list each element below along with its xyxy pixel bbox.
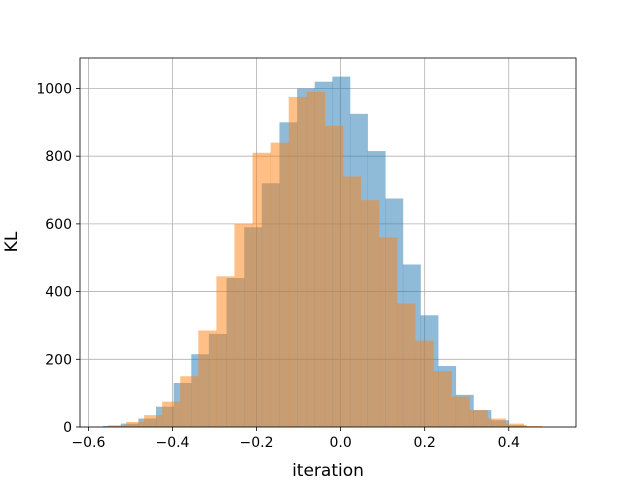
y-tick-label: 800 <box>45 149 72 165</box>
x-tick-label: −0.4 <box>155 435 189 451</box>
x-axis: −0.6 −0.4 −0.2 0.0 0.2 0.4 <box>71 427 520 451</box>
histogram-bar <box>505 423 524 427</box>
y-tick-label: 0 <box>63 420 72 436</box>
histogram-bar <box>252 152 271 427</box>
histogram-bar <box>107 425 127 427</box>
histogram-bar <box>397 303 416 427</box>
series-2-bars <box>107 91 543 428</box>
histogram-bar <box>360 200 380 427</box>
histogram-bar <box>451 396 470 427</box>
plot-frame <box>79 57 577 428</box>
y-axis: 0 200 400 600 800 1000 <box>36 81 80 436</box>
histogram-bar <box>306 91 326 427</box>
histogram-bar <box>270 142 289 427</box>
histogram-bar <box>342 176 362 427</box>
histogram-bar <box>144 415 163 427</box>
histogram-bar <box>126 421 145 427</box>
histogram-bar <box>162 401 181 427</box>
y-tick-label: 1000 <box>36 81 72 97</box>
histogram-bar <box>216 276 235 427</box>
histogram-bar <box>487 418 506 427</box>
y-tick-label: 200 <box>45 352 72 368</box>
x-tick-label: 0.4 <box>498 435 520 451</box>
y-tick-label: 600 <box>45 217 72 233</box>
x-tick-label: 0.2 <box>414 435 436 451</box>
histogram-bar <box>415 340 434 427</box>
x-tick-label: −0.6 <box>71 435 105 451</box>
x-tick-label: 0.0 <box>329 435 351 451</box>
histogram-bar <box>469 410 488 427</box>
histogram-bar <box>433 371 452 427</box>
histogram-bar <box>523 425 543 427</box>
histogram-bar <box>324 125 344 427</box>
histogram-bar <box>234 223 253 427</box>
x-axis-label: iteration <box>292 461 364 480</box>
histogram-bar <box>288 96 308 428</box>
y-axis-label: KL <box>2 231 22 252</box>
y-tick-label: 400 <box>45 285 72 301</box>
histogram-bar <box>180 376 199 427</box>
histogram-bar <box>379 237 398 427</box>
histogram-bar <box>198 330 217 427</box>
x-tick-label: −0.2 <box>240 435 274 451</box>
